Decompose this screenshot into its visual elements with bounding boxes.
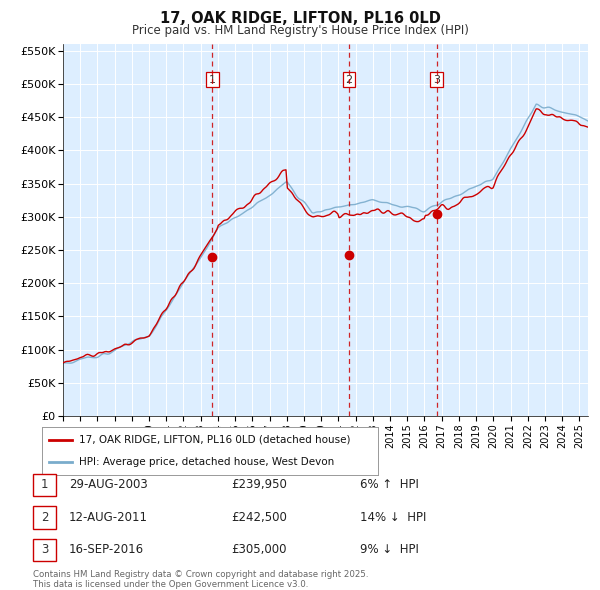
Text: 17, OAK RIDGE, LIFTON, PL16 0LD (detached house): 17, OAK RIDGE, LIFTON, PL16 0LD (detache… bbox=[79, 435, 350, 445]
Text: 12-AUG-2011: 12-AUG-2011 bbox=[69, 511, 148, 524]
Text: £305,000: £305,000 bbox=[231, 543, 287, 556]
Text: 14% ↓  HPI: 14% ↓ HPI bbox=[360, 511, 427, 524]
Text: Contains HM Land Registry data © Crown copyright and database right 2025.: Contains HM Land Registry data © Crown c… bbox=[33, 570, 368, 579]
Text: 29-AUG-2003: 29-AUG-2003 bbox=[69, 478, 148, 491]
Text: 1: 1 bbox=[41, 478, 48, 491]
Text: Price paid vs. HM Land Registry's House Price Index (HPI): Price paid vs. HM Land Registry's House … bbox=[131, 24, 469, 37]
Text: 2: 2 bbox=[346, 74, 353, 84]
Text: 9% ↓  HPI: 9% ↓ HPI bbox=[360, 543, 419, 556]
Text: £242,500: £242,500 bbox=[231, 511, 287, 524]
Text: £239,950: £239,950 bbox=[231, 478, 287, 491]
Text: 16-SEP-2016: 16-SEP-2016 bbox=[69, 543, 144, 556]
Text: 2: 2 bbox=[41, 511, 48, 524]
Text: 6% ↑  HPI: 6% ↑ HPI bbox=[360, 478, 419, 491]
Text: 17, OAK RIDGE, LIFTON, PL16 0LD: 17, OAK RIDGE, LIFTON, PL16 0LD bbox=[160, 11, 440, 25]
Text: 3: 3 bbox=[433, 74, 440, 84]
Text: This data is licensed under the Open Government Licence v3.0.: This data is licensed under the Open Gov… bbox=[33, 579, 308, 589]
Text: HPI: Average price, detached house, West Devon: HPI: Average price, detached house, West… bbox=[79, 457, 334, 467]
Text: 3: 3 bbox=[41, 543, 48, 556]
Text: 1: 1 bbox=[209, 74, 216, 84]
